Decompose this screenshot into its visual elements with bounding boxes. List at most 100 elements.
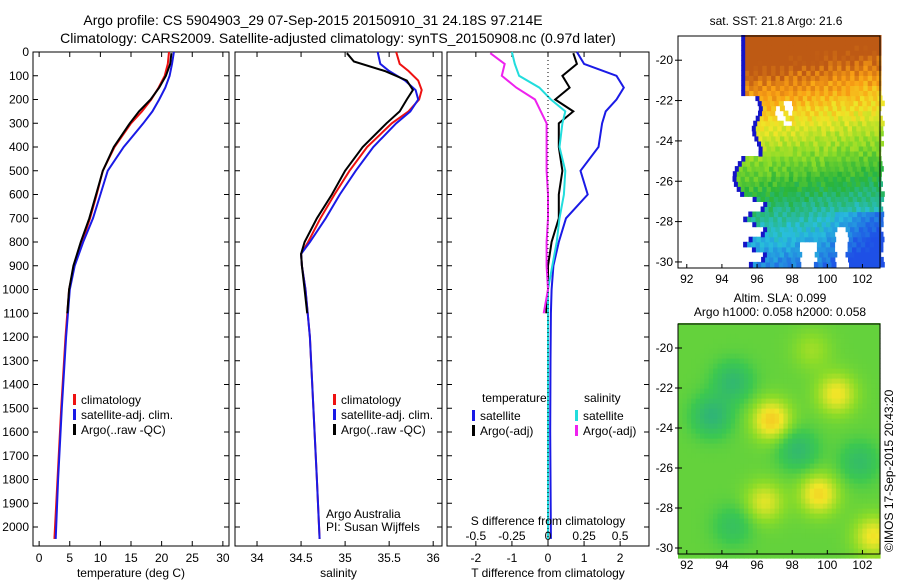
sla-cell (871, 323, 877, 329)
sla-cell (739, 448, 745, 454)
sla-cell (862, 553, 868, 559)
sst-cell (823, 151, 829, 157)
sla-cell (678, 373, 683, 379)
sla-cell (735, 548, 741, 554)
sst-cell (783, 191, 789, 197)
sst-cell (819, 171, 825, 177)
sst-cell (841, 90, 847, 97)
sla-cell (721, 378, 727, 384)
sla-cell (862, 508, 868, 514)
sla-cell (695, 368, 701, 374)
sla-cell (695, 428, 701, 434)
sst-edge-cell (753, 120, 758, 127)
sla-cell (726, 553, 732, 559)
sst-cell (867, 85, 873, 91)
sst-cell (802, 161, 808, 167)
sla-cell (858, 323, 863, 329)
sla-cell (836, 468, 842, 474)
sla-cell (814, 518, 820, 524)
sst-cell (823, 186, 829, 192)
sla-cell (713, 403, 719, 409)
sst-cell (773, 231, 779, 238)
sla-cell (774, 493, 780, 499)
sst-cell (770, 191, 775, 197)
sla-cell (713, 438, 719, 444)
sst-cell (780, 156, 785, 162)
sst-cell (778, 140, 783, 147)
sla-cell (761, 353, 767, 359)
sla-cell (866, 503, 872, 509)
sst-cell (819, 145, 825, 152)
x-tick-label: -1 (507, 551, 518, 565)
sst-cell (782, 196, 788, 202)
sst-cell (837, 75, 842, 81)
sla-cell (739, 463, 745, 469)
sst-cell (760, 166, 766, 172)
sla-cell (752, 513, 758, 519)
sla-cell (858, 463, 863, 469)
sst-cell (810, 35, 816, 41)
sla-cell (717, 478, 723, 484)
sla-cell (735, 353, 741, 359)
sla-cell (748, 358, 754, 364)
sla-cell (678, 393, 683, 399)
sla-cell (796, 448, 802, 454)
sla-cell (726, 518, 732, 524)
sst-cell (792, 251, 798, 258)
sst-cell (845, 186, 851, 192)
sla-cell (757, 383, 762, 389)
x-tick-label: 0 (545, 551, 552, 565)
sla-cell (765, 488, 771, 494)
sst-cell (786, 256, 792, 263)
sla-cell (713, 408, 719, 414)
sst-cell (796, 191, 802, 197)
sst-cell (823, 145, 829, 152)
sst-cell (809, 236, 815, 243)
sla-cell (695, 423, 701, 429)
sst-cell (823, 176, 829, 182)
sla-cell (774, 533, 780, 539)
sla-cell (818, 473, 824, 479)
sst-cell (809, 120, 815, 127)
sla-cell (779, 328, 784, 334)
sla-cell (700, 333, 705, 339)
sst-cell (829, 206, 835, 213)
sla-cell (783, 418, 789, 424)
sla-cell (748, 543, 754, 549)
map-y-tick-label: -24 (656, 134, 674, 148)
sst-cell (826, 211, 832, 218)
sla-cell (853, 508, 859, 514)
sst-cell (878, 125, 884, 132)
x-tick-label: 34 (250, 551, 264, 565)
sla-cell (814, 533, 820, 539)
sst-cell (848, 211, 854, 218)
sla-cell (840, 388, 846, 394)
sst-cell (762, 75, 768, 81)
sla-cell (840, 353, 846, 359)
sla-cell (704, 403, 710, 409)
sst-cell (847, 231, 853, 238)
sla-cell (831, 398, 837, 404)
sla-cell (792, 353, 798, 359)
sst-cell (761, 120, 767, 127)
sla-cell (831, 513, 837, 519)
sla-cell (770, 498, 776, 504)
sla-cell (748, 453, 754, 459)
sla-cell (866, 498, 872, 504)
sst-cell (749, 40, 755, 46)
sst-cell (821, 241, 827, 248)
sst-cell (797, 105, 803, 112)
sst-cell (871, 145, 877, 152)
sst-cell (856, 241, 862, 248)
sla-cell (678, 388, 683, 394)
sst-cell (801, 105, 807, 112)
sla-cell (686, 453, 692, 459)
sst-cell (834, 181, 840, 187)
sst-cell (828, 145, 833, 152)
sla-cell (726, 488, 732, 494)
sla-cell (818, 493, 824, 499)
sla-cell (743, 383, 749, 389)
sla-cell (853, 533, 859, 539)
sst-cell (838, 125, 844, 132)
sla-cell (871, 333, 877, 339)
